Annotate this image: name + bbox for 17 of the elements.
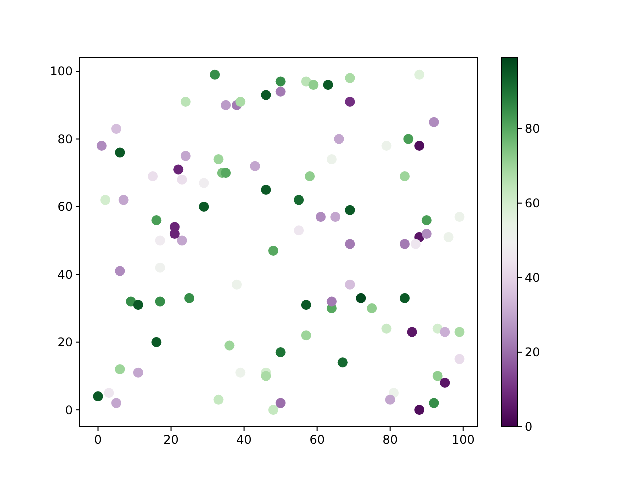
x-tick-label: 20 bbox=[164, 433, 179, 447]
y-tick-label: 0 bbox=[65, 403, 73, 418]
x-tick-label: 100 bbox=[452, 433, 475, 447]
y-tick-label: 60 bbox=[58, 200, 73, 214]
y-tick-label: 80 bbox=[58, 132, 73, 146]
color-bar-label: 40 bbox=[525, 271, 540, 286]
color-bar-label: 60 bbox=[525, 196, 540, 211]
color-bar-label: 0 bbox=[525, 420, 533, 434]
x-tick-label: 40 bbox=[236, 433, 252, 447]
x-tick-label: 0 bbox=[94, 433, 102, 447]
x-tick-label: 60 bbox=[310, 433, 325, 447]
y-tick-label: 100 bbox=[50, 64, 73, 79]
y-tick-label: 20 bbox=[58, 336, 73, 350]
x-tick-label: 80 bbox=[382, 433, 398, 447]
y-tick-label: 40 bbox=[58, 268, 73, 282]
color-bar-label: 80 bbox=[525, 122, 540, 136]
color-bar-label: 20 bbox=[525, 346, 540, 360]
